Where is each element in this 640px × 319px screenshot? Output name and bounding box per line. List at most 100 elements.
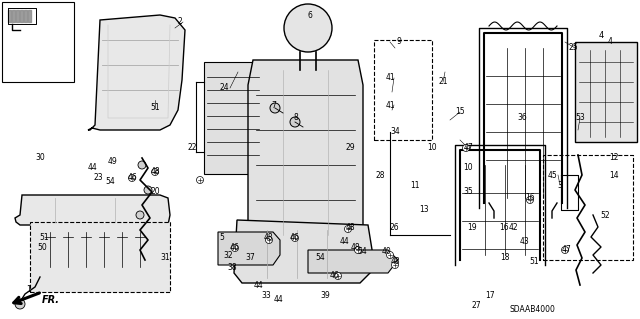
- Text: 38: 38: [227, 263, 237, 272]
- Bar: [204, 62, 262, 174]
- Text: 50: 50: [37, 243, 47, 253]
- Text: 4: 4: [598, 31, 604, 40]
- Text: 48: 48: [150, 167, 160, 176]
- Text: 12: 12: [609, 153, 619, 162]
- Text: 19: 19: [467, 224, 477, 233]
- Text: 46: 46: [230, 243, 240, 253]
- Text: 27: 27: [471, 300, 481, 309]
- Text: SDAAB4000: SDAAB4000: [510, 306, 556, 315]
- Text: 8: 8: [294, 114, 298, 122]
- Bar: [30, 222, 170, 292]
- Circle shape: [152, 168, 159, 175]
- Text: 16: 16: [499, 224, 509, 233]
- Circle shape: [561, 247, 568, 254]
- Circle shape: [15, 299, 25, 309]
- Text: 17: 17: [485, 291, 495, 300]
- Text: 26: 26: [389, 224, 399, 233]
- Text: 46: 46: [127, 174, 137, 182]
- Text: 14: 14: [609, 170, 619, 180]
- Circle shape: [344, 226, 351, 233]
- Text: 3: 3: [557, 181, 563, 189]
- Text: 35: 35: [463, 188, 473, 197]
- Bar: [543, 155, 633, 260]
- Circle shape: [463, 145, 470, 152]
- Text: 21: 21: [438, 78, 448, 86]
- Text: 48: 48: [390, 257, 400, 266]
- Text: 2: 2: [178, 18, 182, 26]
- Text: 54: 54: [315, 254, 325, 263]
- Text: 46: 46: [290, 234, 300, 242]
- Circle shape: [335, 272, 342, 279]
- Text: 1: 1: [27, 286, 31, 294]
- Text: 24: 24: [219, 84, 229, 93]
- Polygon shape: [234, 220, 375, 283]
- Text: 48: 48: [263, 234, 273, 242]
- Text: 51: 51: [39, 234, 49, 242]
- Text: 36: 36: [517, 114, 527, 122]
- Text: 23: 23: [93, 174, 103, 182]
- Circle shape: [196, 176, 204, 183]
- Text: 15: 15: [455, 108, 465, 116]
- Text: 32: 32: [223, 250, 233, 259]
- Circle shape: [144, 186, 152, 194]
- Text: 22: 22: [188, 144, 196, 152]
- Circle shape: [232, 244, 239, 251]
- Text: 47: 47: [463, 144, 473, 152]
- Text: 28: 28: [375, 170, 385, 180]
- Circle shape: [284, 4, 332, 52]
- Text: 16: 16: [525, 194, 535, 203]
- Text: 49: 49: [107, 158, 117, 167]
- Text: 13: 13: [419, 205, 429, 214]
- Text: 48: 48: [345, 224, 355, 233]
- Text: 20: 20: [150, 188, 160, 197]
- Text: 34: 34: [390, 128, 400, 137]
- Circle shape: [527, 197, 534, 204]
- Text: 44: 44: [253, 280, 263, 290]
- Text: 41: 41: [385, 100, 395, 109]
- Text: 52: 52: [600, 211, 610, 219]
- Text: 39: 39: [320, 291, 330, 300]
- Circle shape: [387, 251, 394, 258]
- Text: 6: 6: [308, 11, 312, 19]
- Circle shape: [129, 174, 136, 182]
- Circle shape: [290, 117, 300, 127]
- Circle shape: [266, 236, 273, 243]
- Text: 48: 48: [350, 243, 360, 253]
- Polygon shape: [88, 15, 185, 130]
- Polygon shape: [248, 60, 363, 245]
- Polygon shape: [218, 232, 280, 265]
- Text: 11: 11: [410, 181, 420, 189]
- Bar: [374, 40, 432, 140]
- Text: 10: 10: [427, 144, 437, 152]
- Circle shape: [136, 211, 144, 219]
- Text: 5: 5: [220, 234, 225, 242]
- Text: 46: 46: [330, 271, 340, 279]
- Text: 25: 25: [568, 43, 578, 53]
- Text: 51: 51: [150, 103, 160, 113]
- Text: 44: 44: [340, 238, 350, 247]
- Circle shape: [270, 103, 280, 113]
- Text: 4: 4: [607, 38, 612, 47]
- Text: 18: 18: [500, 254, 509, 263]
- Text: 37: 37: [245, 254, 255, 263]
- Text: FR.: FR.: [42, 295, 60, 305]
- Text: 41: 41: [385, 73, 395, 83]
- Text: 54: 54: [357, 248, 367, 256]
- Circle shape: [355, 247, 362, 254]
- Text: 33: 33: [261, 291, 271, 300]
- Text: 40: 40: [381, 248, 391, 256]
- Polygon shape: [15, 195, 170, 225]
- Circle shape: [392, 262, 399, 269]
- Circle shape: [291, 234, 298, 241]
- Text: 42: 42: [508, 224, 518, 233]
- Text: 51: 51: [529, 257, 539, 266]
- Text: 31: 31: [160, 254, 170, 263]
- Text: 47: 47: [562, 246, 572, 255]
- Text: 45: 45: [548, 170, 558, 180]
- Bar: [575, 42, 637, 142]
- Polygon shape: [308, 250, 398, 273]
- Text: 44: 44: [87, 164, 97, 173]
- Bar: [2, 2, 74, 82]
- Text: 54: 54: [105, 177, 115, 187]
- Text: 7: 7: [271, 100, 276, 109]
